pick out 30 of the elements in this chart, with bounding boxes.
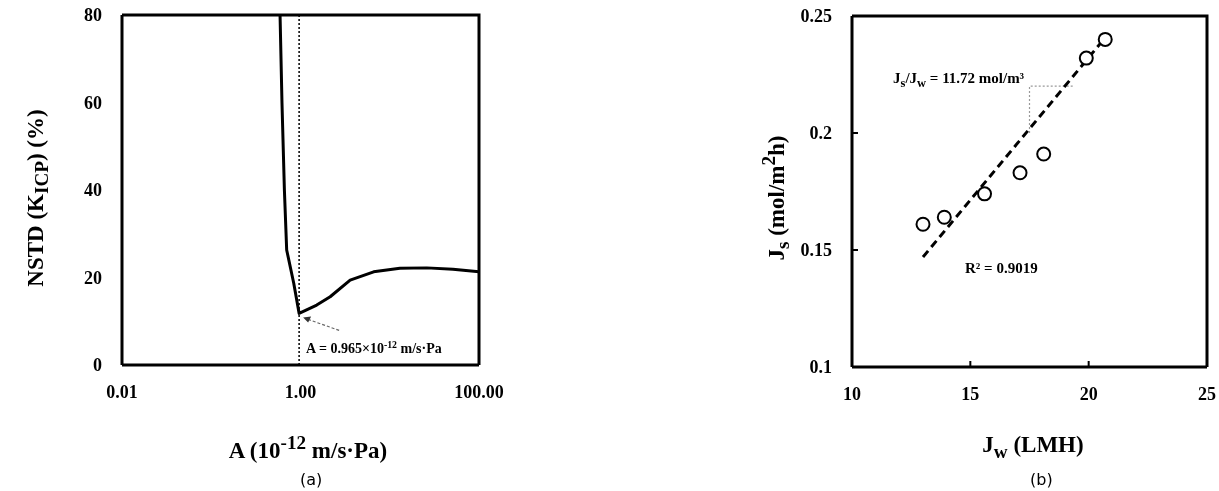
annotation: J$_{s}$/J$_{w}$ = 11.72 mol/m³ [893, 70, 1025, 91]
point [1078, 50, 1094, 66]
y-tick-label: 0.1 [809, 357, 832, 378]
y-tick-label: 20 [84, 267, 102, 288]
x-tick-label: 15 [961, 383, 980, 404]
x-axis-title: J$_{w}$ (LMH) [982, 432, 1084, 463]
x-axis-title: A (10$^{-12}$ m/s·Pa) [228, 432, 388, 464]
y-tick-label: 0 [93, 355, 102, 376]
x-tick-label: 10 [843, 383, 861, 404]
y-tick-label: 0.2 [809, 123, 832, 144]
point [1097, 31, 1113, 47]
text: (b) [1030, 470, 1053, 489]
y-tick-label: 0.15 [800, 240, 832, 261]
x-tick-label: 20 [1079, 383, 1098, 404]
annotation: R² = 0.9019 [965, 260, 1038, 277]
x-tick-label: 100.00 [454, 381, 504, 402]
text: (a) [300, 470, 323, 489]
x-tick-label: 0.01 [106, 381, 138, 402]
x-tick-label: 1.00 [284, 381, 317, 402]
y-tick-label: 80 [84, 5, 102, 26]
x-tick-label: 25 [1198, 383, 1216, 404]
y-tick-label: 0.25 [800, 6, 832, 27]
point [936, 209, 952, 225]
point [1036, 146, 1052, 162]
y-tick-label: 60 [84, 92, 102, 113]
y-tick-label: 40 [84, 180, 102, 201]
annotation: A = 0.965×10$^{-12}$ m/s·Pa [306, 338, 442, 357]
point [1012, 165, 1028, 181]
point [977, 186, 993, 202]
point [915, 216, 931, 232]
